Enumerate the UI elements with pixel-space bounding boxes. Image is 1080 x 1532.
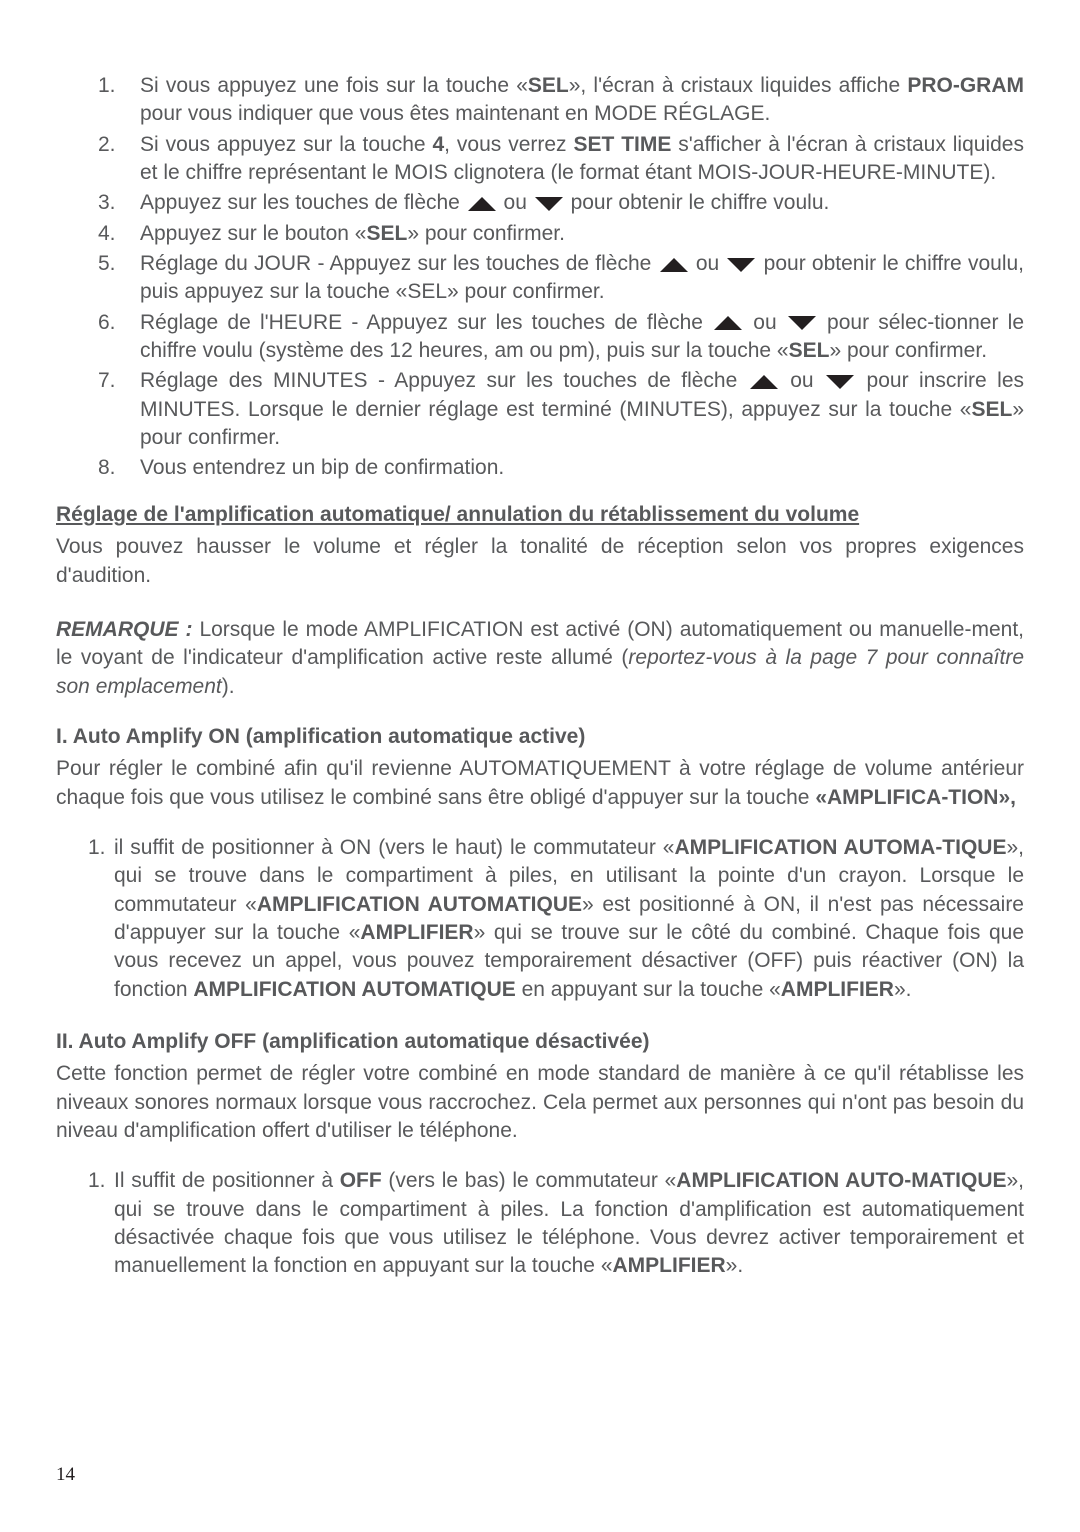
item-number: 1. [88, 834, 114, 1004]
item-number: 2. [98, 131, 140, 188]
section-paragraph: Vous pouvez hausser le volume et régler … [56, 533, 1024, 590]
remark-paragraph: REMARQUE : Lorsque le mode AMPLIFICATION… [56, 616, 1024, 701]
arrow-up-icon [750, 375, 778, 389]
list-item: 2. Si vous appuyez sur la touche 4, vous… [98, 131, 1024, 188]
item-text: Appuyez sur le bouton «SEL» pour confirm… [140, 220, 1024, 248]
arrow-down-icon [727, 258, 755, 272]
item-text: Si vous appuyez une fois sur la touche «… [140, 72, 1024, 129]
arrow-up-icon [468, 197, 496, 211]
arrow-down-icon [826, 375, 854, 389]
list-item: 1. Si vous appuyez une fois sur la touch… [98, 72, 1024, 129]
list-item: 4. Appuyez sur le bouton «SEL» pour conf… [98, 220, 1024, 248]
item-text: Appuyez sur les touches de flèche ou pou… [140, 189, 1024, 217]
page-number: 14 [56, 1464, 75, 1486]
sub-list: 1. il suffit de positionner à ON (vers l… [88, 834, 1024, 1004]
item-text: Vous entendrez un bip de confirmation. [140, 454, 1024, 482]
item-number: 4. [98, 220, 140, 248]
item-text: Si vous appuyez sur la touche 4, vous ve… [140, 131, 1024, 188]
list-item: 5. Réglage du JOUR - Appuyez sur les tou… [98, 250, 1024, 307]
section-auto-amplify-on: I. Auto Amplify ON (amplification automa… [56, 723, 1024, 1004]
item-number: 1. [88, 1167, 114, 1280]
item-number: 6. [98, 309, 140, 366]
item-number: 8. [98, 454, 140, 482]
section-heading: Réglage de l'amplification automatique/ … [56, 501, 1024, 529]
steps-list: 1. Si vous appuyez une fois sur la touch… [98, 72, 1024, 483]
section-amplification: Réglage de l'amplification automatique/ … [56, 501, 1024, 590]
remark-label: REMARQUE : [56, 618, 199, 641]
item-text: Réglage des MINUTES - Appuyez sur les to… [140, 367, 1024, 452]
item-number: 5. [98, 250, 140, 307]
item-text: Il suffit de positionner à OFF (vers le … [114, 1167, 1024, 1280]
item-text: Réglage de l'HEURE - Appuyez sur les tou… [140, 309, 1024, 366]
arrow-down-icon [788, 316, 816, 330]
item-number: 7. [98, 367, 140, 452]
section-intro: Cette fonction permet de régler votre co… [56, 1060, 1024, 1145]
list-item: 8. Vous entendrez un bip de confirmation… [98, 454, 1024, 482]
section-auto-amplify-off: II. Auto Amplify OFF (amplification auto… [56, 1028, 1024, 1281]
list-item: 6. Réglage de l'HEURE - Appuyez sur les … [98, 309, 1024, 366]
list-item: 1. il suffit de positionner à ON (vers l… [88, 834, 1024, 1004]
sub-list: 1. Il suffit de positionner à OFF (vers … [88, 1167, 1024, 1280]
list-item: 7. Réglage des MINUTES - Appuyez sur les… [98, 367, 1024, 452]
item-text: il suffit de positionner à ON (vers le h… [114, 834, 1024, 1004]
section-heading: II. Auto Amplify OFF (amplification auto… [56, 1028, 1024, 1056]
section-heading: I. Auto Amplify ON (amplification automa… [56, 723, 1024, 751]
list-item: 3. Appuyez sur les touches de flèche ou … [98, 189, 1024, 217]
item-text: Réglage du JOUR - Appuyez sur les touche… [140, 250, 1024, 307]
arrow-up-icon [660, 258, 688, 272]
section-intro: Pour régler le combiné afin qu'il revien… [56, 755, 1024, 812]
item-number: 3. [98, 189, 140, 217]
arrow-down-icon [535, 197, 563, 211]
arrow-up-icon [714, 316, 742, 330]
list-item: 1. Il suffit de positionner à OFF (vers … [88, 1167, 1024, 1280]
document-body: 1. Si vous appuyez une fois sur la touch… [56, 72, 1024, 1281]
item-number: 1. [98, 72, 140, 129]
